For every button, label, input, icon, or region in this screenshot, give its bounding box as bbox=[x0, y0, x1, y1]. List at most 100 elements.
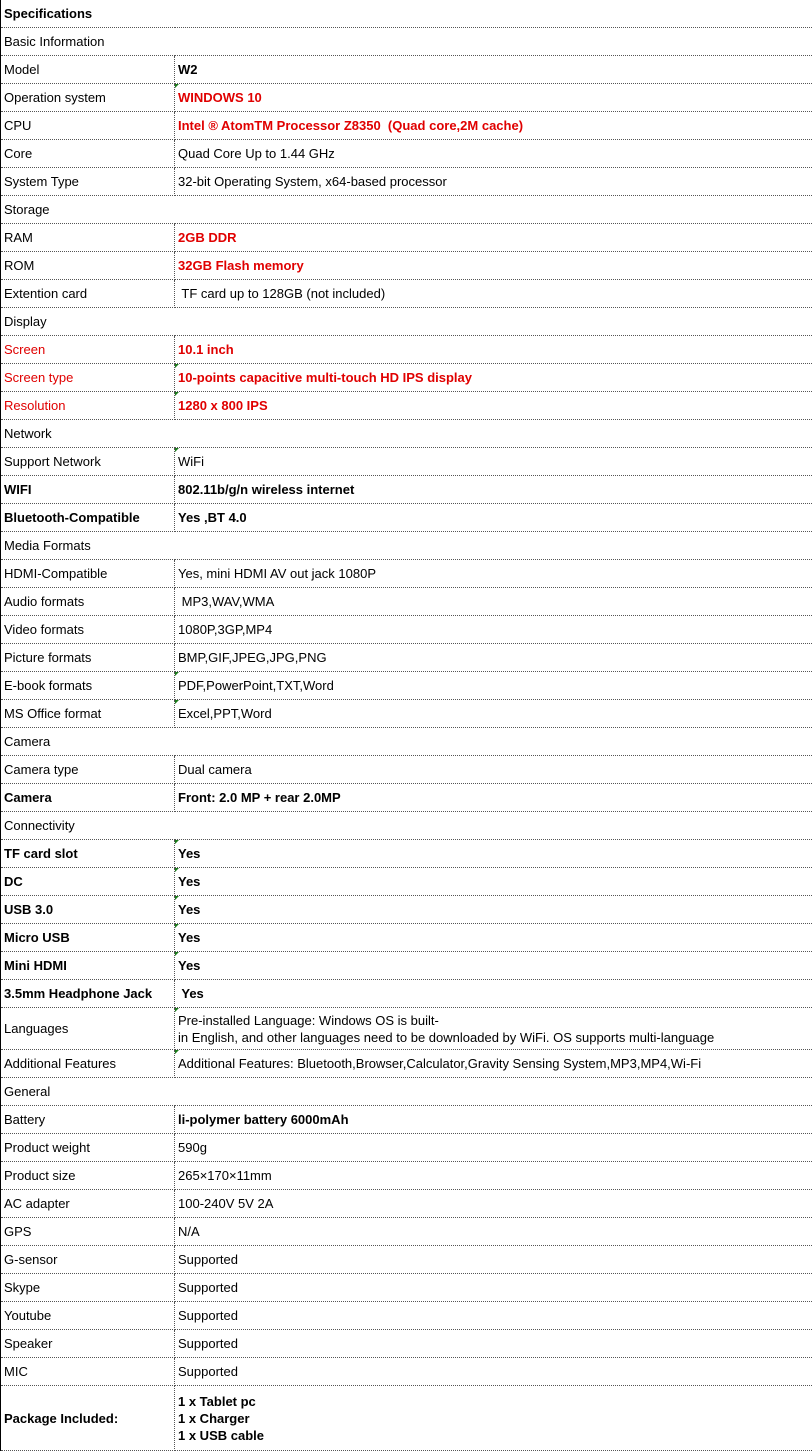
spec-label: CPU bbox=[0, 111, 175, 140]
section-header-row: Media Formats bbox=[0, 531, 812, 560]
spec-row: 3.5mm Headphone Jack Yes bbox=[0, 979, 812, 1008]
section-header-row: Basic Information bbox=[0, 27, 812, 56]
spec-row: Extention card TF card up to 128GB (not … bbox=[0, 279, 812, 308]
section-title: General bbox=[0, 1077, 812, 1106]
spec-value: WINDOWS 10 bbox=[174, 83, 812, 112]
spec-label: E-book formats bbox=[0, 671, 175, 700]
spec-row: Package Included: 1 x Tablet pc 1 x Charge… bbox=[0, 1385, 812, 1451]
spec-label: Bluetooth-Compatible bbox=[0, 503, 175, 532]
section-header-row: Display bbox=[0, 307, 812, 336]
spec-label: Micro USB bbox=[0, 923, 175, 952]
section-title: Camera bbox=[0, 727, 812, 756]
spec-label: Extention card bbox=[0, 279, 175, 308]
spec-row: CPU Intel ® AtomTM Processor Z8350 (Quad … bbox=[0, 111, 812, 140]
spec-value: TF card up to 128GB (not included) bbox=[174, 279, 812, 308]
spec-row: G-sensor Supported bbox=[0, 1245, 812, 1274]
spec-label: Skype bbox=[0, 1273, 175, 1302]
spec-value-line: in English, and other languages need to … bbox=[178, 1029, 715, 1045]
spec-row: HDMI-Compatible Yes, mini HDMI AV out jac… bbox=[0, 559, 812, 588]
spec-label: Audio formats bbox=[0, 587, 175, 616]
spec-row: Youtube Supported bbox=[0, 1301, 812, 1330]
section-header-row: Network bbox=[0, 419, 812, 448]
spec-row: Audio formats MP3,WAV,WMA bbox=[0, 587, 812, 616]
spec-label: System Type bbox=[0, 167, 175, 196]
spec-label: Camera type bbox=[0, 755, 175, 784]
spec-row: DC Yes bbox=[0, 867, 812, 896]
spec-label: Camera bbox=[0, 783, 175, 812]
spec-label: DC bbox=[0, 867, 175, 896]
spec-row: Resolution 1280 x 800 IPS bbox=[0, 391, 812, 420]
spec-label: Speaker bbox=[0, 1329, 175, 1358]
spec-value: Excel,PPT,Word bbox=[174, 699, 812, 728]
spec-row: Battery li-polymer battery 6000mAh bbox=[0, 1105, 812, 1134]
spec-row: Speaker Supported bbox=[0, 1329, 812, 1358]
spec-value: Yes bbox=[174, 951, 812, 980]
spec-row: Picture formats BMP,GIF,JPEG,JPG,PNG bbox=[0, 643, 812, 672]
spec-row: Languages Pre-installed Language: Windows… bbox=[0, 1007, 812, 1050]
spec-row: TF card slot Yes bbox=[0, 839, 812, 868]
spec-value-line: 1 x Tablet pc bbox=[178, 1393, 256, 1409]
spec-row: AC adapter 100-240V 5V 2A bbox=[0, 1189, 812, 1218]
spec-row: MIC Supported bbox=[0, 1357, 812, 1386]
spec-row: Model W2 bbox=[0, 55, 812, 84]
section-title: Connectivity bbox=[0, 811, 812, 840]
spec-row: Mini HDMI Yes bbox=[0, 951, 812, 980]
spec-label: Mini HDMI bbox=[0, 951, 175, 980]
table-title-row: Specifications bbox=[0, 0, 812, 28]
section-title: Storage bbox=[0, 195, 812, 224]
spec-label: Video formats bbox=[0, 615, 175, 644]
spec-value: 802.11b/g/n wireless internet bbox=[174, 475, 812, 504]
spec-value: 100-240V 5V 2A bbox=[174, 1189, 812, 1218]
spec-label: Product size bbox=[0, 1161, 175, 1190]
spec-label: 3.5mm Headphone Jack bbox=[0, 979, 175, 1008]
spec-value: Yes bbox=[174, 979, 812, 1008]
spec-value: 590g bbox=[174, 1133, 812, 1162]
spec-row: GPS N/A bbox=[0, 1217, 812, 1246]
spec-row: Video formats 1080P,3GP,MP4 bbox=[0, 615, 812, 644]
spec-label: Product weight bbox=[0, 1133, 175, 1162]
spec-row: E-book formats PDF,PowerPoint,TXT,Word bbox=[0, 671, 812, 700]
spec-row: System Type 32-bit Operating System, x64-… bbox=[0, 167, 812, 196]
spec-value: 1 x Tablet pc 1 x Charger 1 x USB cable bbox=[174, 1385, 812, 1451]
spec-label: MIC bbox=[0, 1357, 175, 1386]
spec-value-line: 1 x USB cable bbox=[178, 1427, 264, 1443]
spec-value: Supported bbox=[174, 1273, 812, 1302]
spec-label: Resolution bbox=[0, 391, 175, 420]
spec-value-line: 1 x Charger bbox=[178, 1410, 250, 1426]
spec-value: Yes bbox=[174, 867, 812, 896]
spec-row: Product weight 590g bbox=[0, 1133, 812, 1162]
spec-label: Battery bbox=[0, 1105, 175, 1134]
spec-value: Yes bbox=[174, 839, 812, 868]
spec-value: 265×170×11mm bbox=[174, 1161, 812, 1190]
spec-value: Intel ® AtomTM Processor Z8350 (Quad cor… bbox=[174, 111, 812, 140]
spec-value: Supported bbox=[174, 1357, 812, 1386]
spec-row: WIFI 802.11b/g/n wireless internet bbox=[0, 475, 812, 504]
spec-row: Camera Front: 2.0 MP + rear 2.0MP bbox=[0, 783, 812, 812]
spec-row: Support Network WiFi bbox=[0, 447, 812, 476]
spec-value: 32-bit Operating System, x64-based proce… bbox=[174, 167, 812, 196]
spec-row: RAM 2GB DDR bbox=[0, 223, 812, 252]
spec-value: Supported bbox=[174, 1329, 812, 1358]
spec-value: Pre-installed Language: Windows OS is bu… bbox=[174, 1007, 812, 1050]
spec-label: WIFI bbox=[0, 475, 175, 504]
spec-label: Picture formats bbox=[0, 643, 175, 672]
spec-row: Bluetooth-Compatible Yes ,BT 4.0 bbox=[0, 503, 812, 532]
spec-value-line: Pre-installed Language: Windows OS is bu… bbox=[178, 1012, 439, 1028]
spec-label: USB 3.0 bbox=[0, 895, 175, 924]
spec-value: W2 bbox=[174, 55, 812, 84]
spec-label: ROM bbox=[0, 251, 175, 280]
spec-value: WiFi bbox=[174, 447, 812, 476]
spec-row: Additional Features Additional Features: … bbox=[0, 1049, 812, 1078]
spec-row: Screen type 10-points capacitive multi-to… bbox=[0, 363, 812, 392]
spec-row: Product size 265×170×11mm bbox=[0, 1161, 812, 1190]
spec-value: Yes bbox=[174, 923, 812, 952]
spec-value: 32GB Flash memory bbox=[174, 251, 812, 280]
spec-value: 1080P,3GP,MP4 bbox=[174, 615, 812, 644]
spec-row: Micro USB Yes bbox=[0, 923, 812, 952]
section-title: Network bbox=[0, 419, 812, 448]
spec-value: MP3,WAV,WMA bbox=[174, 587, 812, 616]
spec-label: Core bbox=[0, 139, 175, 168]
spec-value: 1280 x 800 IPS bbox=[174, 391, 812, 420]
spec-label: RAM bbox=[0, 223, 175, 252]
